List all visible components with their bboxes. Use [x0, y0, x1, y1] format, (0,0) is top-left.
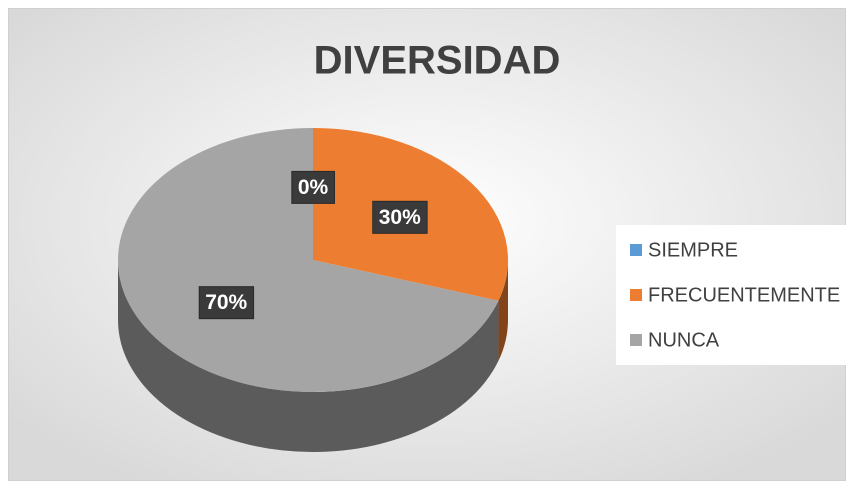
chart-title: DIVERSIDAD [314, 39, 561, 83]
legend-label: FRECUENTEMENTE [648, 284, 840, 306]
data-label: 70% [198, 286, 255, 320]
data-label: 30% [372, 200, 428, 234]
legend-swatch [630, 334, 642, 346]
legend-swatch [630, 289, 642, 301]
pie-side [498, 260, 508, 361]
legend-label: SIEMPRE [648, 239, 738, 261]
data-label-text: 0% [298, 176, 329, 199]
data-label-box [198, 286, 255, 320]
legend-swatch [630, 244, 642, 256]
data-label-box [372, 200, 428, 234]
data-label-text: 70% [205, 291, 247, 314]
pie-side [118, 260, 499, 453]
data-label: 0% [291, 170, 335, 204]
legend-box [616, 225, 846, 365]
legend-label: NUNCA [648, 329, 720, 351]
pie-slice [118, 128, 499, 392]
data-label-text: 30% [379, 206, 421, 229]
data-label-box [291, 170, 335, 204]
